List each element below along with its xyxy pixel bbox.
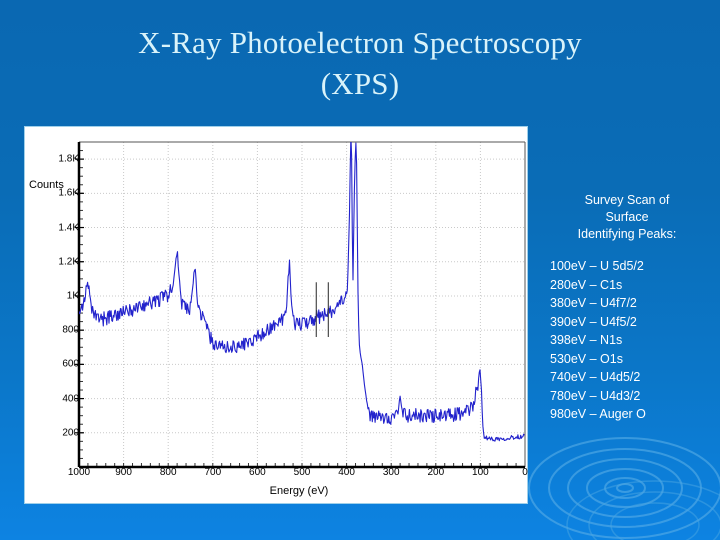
x-axis-tick-labels: 1000 900 800 700 600 500 400 300 200 100 0 [25,467,529,483]
peak-assignment-item: 280eV – C1s [550,277,623,292]
x-axis-tick-label: 500 [293,467,311,478]
y-axis-tick-label: 600 [62,358,79,370]
page-title: X-Ray Photoelectron Spectroscopy (XPS) [138,25,582,101]
peak-assignment-item: 398eV – N1s [550,333,623,347]
plot-canvas [75,141,526,469]
x-axis-title-text: Energy (eV) [269,485,329,497]
peak-assignment-item: 740eV – U4d5/2 [550,370,641,384]
x-axis-tick-label: 300 [382,467,400,478]
y-axis-tick-label: 1.2K [58,256,79,268]
x-axis-tick-label: 200 [427,467,445,478]
x-axis-tick-label: 600 [249,467,266,478]
x-axis-title: Energy (eV) [25,485,529,497]
ripple-watermark-secondary-icon [566,480,720,540]
y-axis-tick-labels: 200 400 600 800 1K 1.2K 1.4K 1.6K 1.8K [25,127,79,505]
x-axis-tick-label: 900 [115,467,132,478]
y-axis-tick-label: 1.4K [58,222,79,234]
x-axis-tick-label: 100 [472,467,489,478]
y-axis-tick-label: 1.6K [58,187,79,199]
peak-assignment-item: 390eV – U4f5/2 [550,314,637,329]
y-axis-title: Counts [29,179,64,191]
x-axis-tick-label: 800 [159,467,177,478]
peak-assignment-list: 100eV – U 5d5/2 280eV – C1s 380eV – U4f7/2… [538,257,716,424]
peak-assignment-item: 780eV – U4d3/2 [550,388,641,403]
y-axis-tick-label: 1.8K [58,153,79,165]
x-axis-tick-label: 400 [338,467,355,478]
x-axis-tick-label: 1000 [67,467,91,478]
peak-assignment-item: 100eV – U 5d5/2 [550,259,644,273]
peak-assignment-item: 980eV – Auger O [550,407,646,421]
annotation-heading: Survey Scan of Surface Identifying Peaks… [577,193,677,241]
y-axis-tick-label: 400 [62,393,79,405]
xps-spectrum-chart: Counts 200 400 600 800 1K 1.2K 1.4K 1.6K 1.8K 10… [24,126,528,504]
peak-assignment-item: 380eV – U4f7/2 [550,296,637,310]
peak-assignment-item: 530eV – O1s [550,351,623,366]
annotation-panel: Survey Scan of Surface Identifying Peaks… [538,192,716,424]
x-axis-tick-label: 0 [522,467,528,478]
x-axis-tick-label: 700 [204,467,222,478]
y-axis-tick-label: 200 [62,427,79,439]
y-axis-tick-label: 800 [62,324,79,336]
y-axis-tick-label: 1K [66,290,79,302]
